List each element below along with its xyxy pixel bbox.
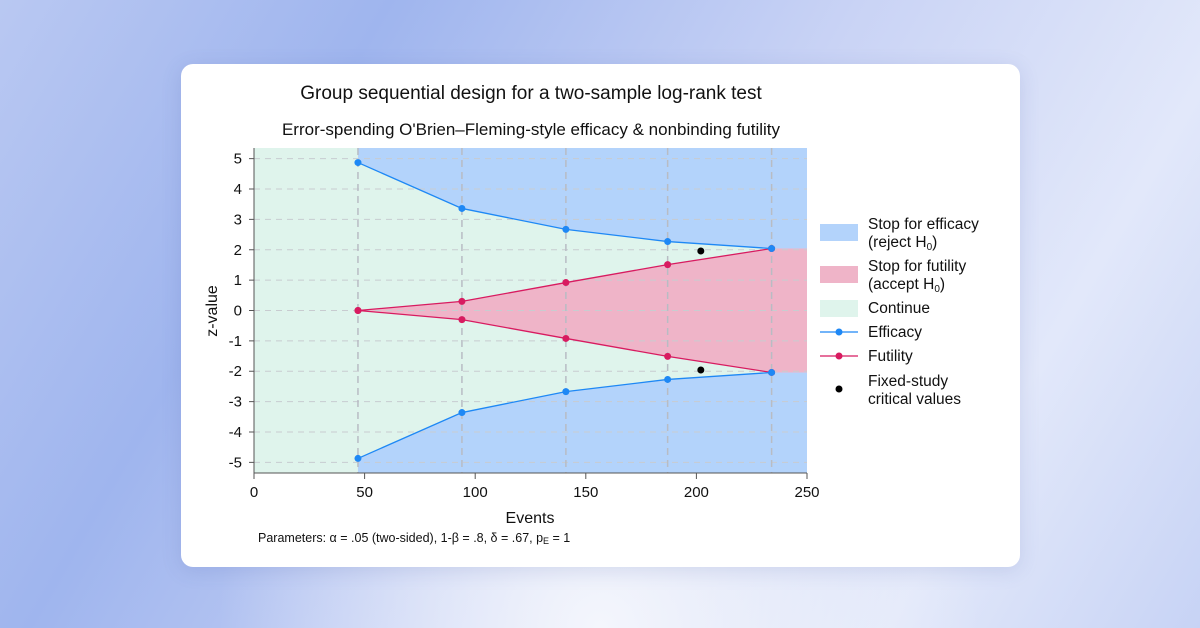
efficacy-point: [458, 409, 466, 417]
y-tick-label: -4: [229, 424, 242, 441]
legend-swatch: [820, 224, 858, 241]
futility-point: [354, 307, 362, 314]
x-tick-label: 150: [573, 484, 598, 501]
legend-item: Continue: [820, 300, 930, 317]
futility-point: [458, 297, 466, 305]
legend-label: Continue: [868, 300, 930, 317]
efficacy-point: [664, 238, 672, 246]
futility-point: [562, 334, 570, 342]
y-tick-label: 0: [234, 303, 242, 320]
y-tick-label: -3: [229, 394, 242, 411]
x-tick-label: 0: [250, 484, 258, 501]
futility-point: [664, 352, 672, 360]
efficacy-point: [562, 225, 570, 233]
y-axis-label: z-value: [204, 285, 221, 337]
legend-label: Fixed-study: [868, 373, 948, 390]
y-tick-label: 4: [234, 181, 242, 198]
legend-item: Futility: [820, 348, 913, 365]
legend-swatch: [820, 300, 858, 317]
chart-subtitle: Error-spending O'Brien–Fleming-style eff…: [282, 120, 781, 139]
efficacy-point: [768, 368, 776, 376]
y-tick-label: -5: [229, 454, 242, 471]
legend-label-line2: critical values: [868, 391, 961, 408]
legend-item: Stop for futility(accept H0): [820, 258, 966, 295]
efficacy-point: [354, 159, 362, 167]
y-tick-label: 2: [234, 242, 242, 259]
legend-item: Stop for efficacy(reject H0): [820, 216, 979, 253]
chart-title: Group sequential design for a two-sample…: [300, 83, 762, 104]
x-axis-label: Events: [506, 510, 555, 527]
y-tick-label: -2: [229, 363, 242, 380]
efficacy-point: [458, 204, 466, 212]
x-tick-label: 100: [463, 484, 488, 501]
legend-marker: [835, 385, 843, 393]
x-tick-label: 50: [356, 484, 373, 501]
legend-swatch: [820, 266, 858, 283]
futility-region: [357, 248, 807, 373]
fixed-critical-point: [697, 247, 705, 255]
legend-label: Efficacy: [868, 324, 922, 341]
y-tick-label: 5: [234, 151, 242, 168]
legend-marker: [835, 328, 843, 336]
futility-point: [458, 316, 466, 324]
legend-item: Efficacy: [820, 324, 922, 341]
efficacy-region-upper: [357, 148, 807, 249]
futility-point: [664, 261, 672, 269]
efficacy-point: [664, 375, 672, 383]
futility-point: [562, 279, 570, 287]
y-tick-label: 3: [234, 211, 242, 228]
legend-label-line2: (accept H0): [868, 276, 945, 295]
efficacy-point: [562, 388, 570, 396]
efficacy-point: [768, 245, 776, 253]
legend-label: Stop for futility: [868, 258, 966, 275]
efficacy-region-lower: [357, 372, 807, 473]
legend-marker: [835, 352, 843, 360]
efficacy-point: [354, 454, 362, 462]
y-tick-label: 1: [234, 272, 242, 289]
x-tick-label: 200: [684, 484, 709, 501]
legend-label: Futility: [868, 348, 913, 365]
legend-label-line2: (reject H0): [868, 234, 937, 253]
legend-label: Stop for efficacy: [868, 216, 979, 233]
parameters-note: Parameters: α = .05 (two-sided), 1-β = .…: [258, 531, 570, 546]
x-tick-label: 250: [794, 484, 819, 501]
fixed-critical-point: [697, 366, 705, 374]
y-tick-label: -1: [229, 333, 242, 350]
